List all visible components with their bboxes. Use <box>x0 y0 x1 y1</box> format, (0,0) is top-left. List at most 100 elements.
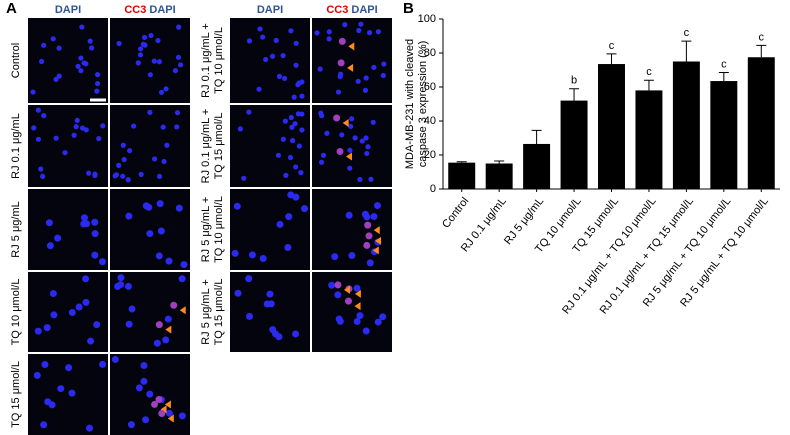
nucleus <box>94 80 101 87</box>
nucleus <box>347 147 353 153</box>
nucleus <box>162 336 170 344</box>
nucleus <box>34 327 42 335</box>
nucleus <box>151 400 159 408</box>
nucleus <box>266 290 274 298</box>
nucleus <box>164 142 170 148</box>
nucleus <box>356 312 364 320</box>
nucleus <box>116 162 122 168</box>
stain: CC3 <box>124 4 146 16</box>
significance-label: c <box>646 66 652 78</box>
error-bar <box>681 40 692 62</box>
nucleus <box>326 29 332 35</box>
nucleus <box>293 164 299 170</box>
nucleus <box>359 138 365 144</box>
nucleus <box>41 113 47 119</box>
significance-label: b <box>571 75 577 87</box>
nucleus <box>124 282 132 290</box>
arrowhead <box>347 63 354 72</box>
nucleus <box>48 401 56 409</box>
y-tick-label: 20 <box>424 149 436 161</box>
y-axis-label: caspase 3 expression (%) <box>417 41 429 168</box>
bar <box>485 163 513 189</box>
nucleus <box>342 22 348 28</box>
nucleus <box>68 308 76 316</box>
nucleus <box>117 274 125 282</box>
nucleus <box>260 34 266 40</box>
nucleus <box>45 219 53 227</box>
stain: DAPI <box>351 4 377 16</box>
nucleus <box>53 76 59 83</box>
nucleus <box>275 152 282 158</box>
nucleus <box>140 361 148 369</box>
arrowhead <box>179 306 186 315</box>
micrograph <box>312 272 392 352</box>
nucleus <box>292 121 298 127</box>
nucleus <box>259 254 267 262</box>
y-tick-label: 40 <box>424 115 436 127</box>
arrowhead <box>373 226 380 235</box>
nucleus <box>140 41 146 47</box>
nucleus <box>275 333 283 341</box>
nucleus <box>284 244 292 252</box>
nucleus <box>355 78 361 84</box>
nucleus <box>147 72 153 78</box>
nucleus <box>54 234 62 242</box>
nucleus <box>56 73 62 79</box>
y-tick-label: 80 <box>424 47 436 59</box>
nucleus <box>82 275 90 283</box>
nucleus <box>157 227 165 235</box>
y-tick-label: 100 <box>418 13 436 25</box>
nucleus <box>231 249 239 257</box>
bar <box>747 57 775 189</box>
nucleus <box>348 252 356 260</box>
nucleus <box>165 257 173 265</box>
nucleus <box>151 58 157 64</box>
nucleus <box>363 241 371 249</box>
nucleus <box>336 317 344 325</box>
nucleus <box>319 113 325 119</box>
nucleus <box>362 327 370 335</box>
nucleus <box>98 258 106 266</box>
nucleus <box>364 221 372 229</box>
nucleus <box>353 284 361 292</box>
nucleus <box>161 158 167 165</box>
error-bar <box>494 160 505 164</box>
nucleus <box>345 211 353 219</box>
nucleus <box>65 364 73 372</box>
nucleus <box>94 88 100 94</box>
nucleus <box>127 148 133 154</box>
nucleus <box>56 45 62 51</box>
nucleus <box>363 75 369 81</box>
nucleus <box>314 30 320 36</box>
row-label: RJ 0.1 μg/mL + <box>200 109 212 184</box>
nucleus <box>172 68 179 74</box>
nucleus <box>335 89 342 95</box>
nucleus <box>137 46 144 52</box>
column-header: CC3 DAPI <box>124 4 175 16</box>
nucleus <box>116 40 122 47</box>
nucleus <box>331 253 339 261</box>
nucleus <box>128 305 136 313</box>
nucleus <box>299 111 305 117</box>
nucleus <box>370 213 378 221</box>
nucleus <box>276 73 283 79</box>
nucleus <box>111 355 119 363</box>
nucleus <box>370 119 376 125</box>
nucleus <box>95 72 101 78</box>
nucleus <box>379 313 387 321</box>
row-label: RJ 5 μg/mL <box>10 201 22 257</box>
nucleus <box>155 321 163 329</box>
nucleus <box>164 315 172 323</box>
arrowhead <box>343 285 350 294</box>
row-label: Control <box>10 43 22 78</box>
nucleus <box>326 36 332 42</box>
bar <box>672 61 700 189</box>
nucleus <box>80 214 88 222</box>
micrograph <box>230 272 310 352</box>
nucleus <box>358 21 364 27</box>
error-bar <box>531 129 542 144</box>
nucleus <box>163 86 169 92</box>
nucleus <box>296 143 302 149</box>
nucleus <box>345 297 353 305</box>
nucleus <box>349 116 355 122</box>
